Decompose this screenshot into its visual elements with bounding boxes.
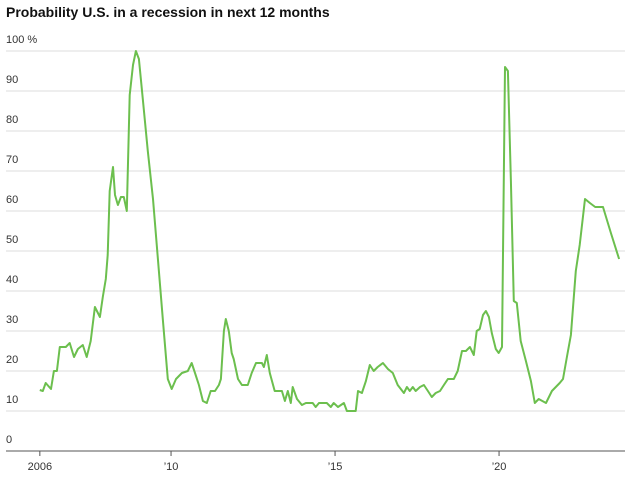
y-tick-label: 90 (6, 74, 18, 86)
y-tick-label: 0 (6, 434, 12, 446)
x-tick-label: ’15 (328, 461, 343, 473)
y-tick-label: 80 (6, 114, 18, 126)
y-tick-label: 60 (6, 194, 18, 206)
x-tick-label: ’10 (164, 461, 179, 473)
chart-title: Probability U.S. in a recession in next … (6, 4, 330, 20)
y-tick-label: 10 (6, 394, 18, 406)
data-line (39, 50, 621, 412)
y-tick-label: 100 % (6, 34, 37, 46)
y-tick-label: 50 (6, 234, 18, 246)
x-tick-label: ’20 (492, 461, 507, 473)
y-tick-label: 70 (6, 154, 18, 166)
y-tick-label: 30 (6, 314, 18, 326)
x-tick-label: 2006 (28, 461, 52, 473)
y-tick-label: 40 (6, 274, 18, 286)
y-tick-label: 20 (6, 354, 18, 366)
